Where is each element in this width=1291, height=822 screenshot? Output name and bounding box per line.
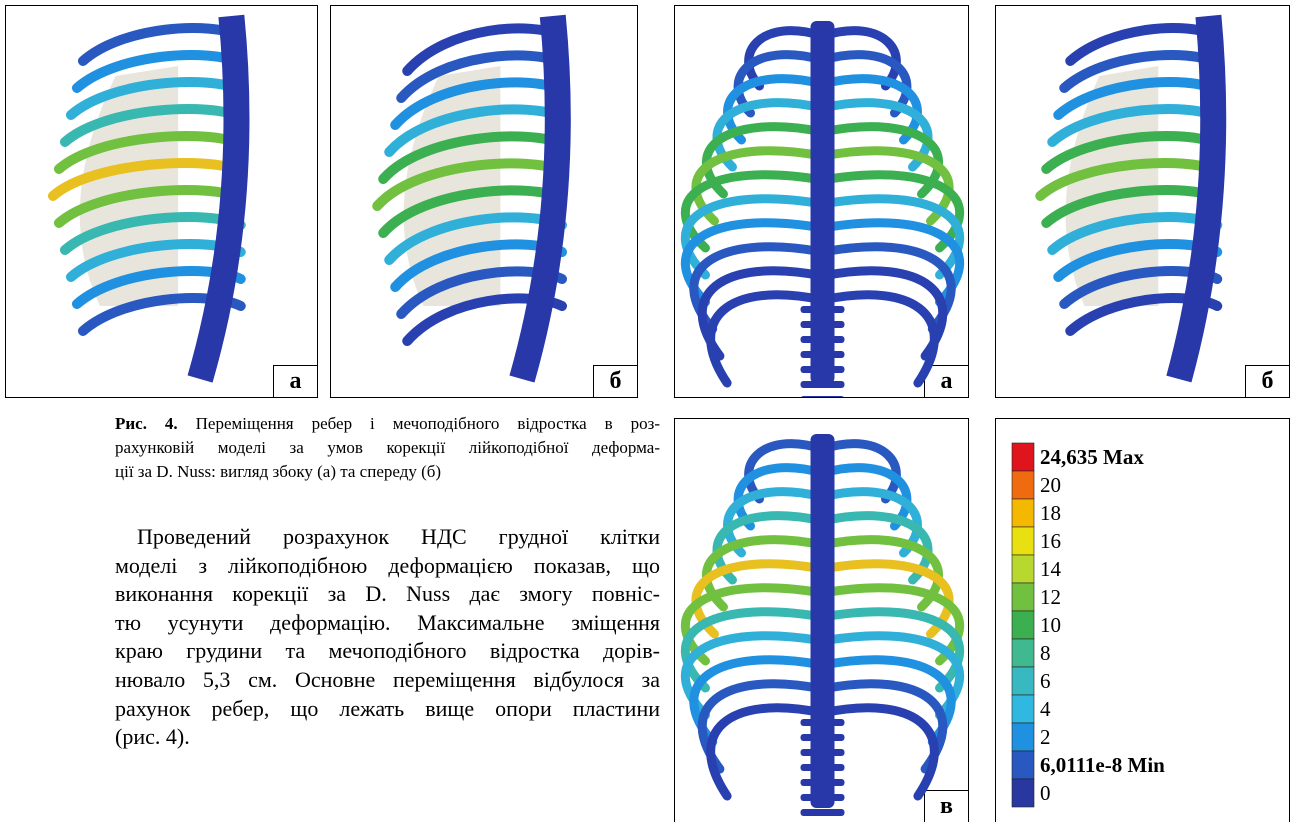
- legend-label: 24,635 Max: [1040, 443, 1144, 471]
- caption-text: Переміщення ребер і мечоподібного відрос…: [196, 414, 660, 433]
- vertebra: [801, 351, 845, 358]
- legend-swatch: [1012, 723, 1034, 751]
- legend-swatch: [1012, 639, 1034, 667]
- vertebra: [801, 321, 845, 328]
- rib-cage: [996, 6, 1290, 398]
- spine: [1179, 16, 1213, 379]
- paragraph-line: нювало 5,3 см. Основне переміщення відбу…: [115, 667, 660, 693]
- spine: [200, 16, 236, 379]
- vertebra: [801, 749, 845, 756]
- legend-swatch: [1012, 779, 1034, 807]
- vertebra: [801, 396, 845, 398]
- legend-swatch: [1012, 751, 1034, 779]
- legend-label: 2: [1040, 723, 1051, 751]
- caption-line: Рис. 4. Переміщення ребер і мечоподібног…: [115, 414, 660, 434]
- vertebra: [801, 336, 845, 343]
- caption-line: рахунковій моделі за умов корекції лійко…: [115, 438, 660, 458]
- legend-label: 6,0111e-8 Min: [1040, 751, 1165, 779]
- legend-label: 4: [1040, 695, 1051, 723]
- legend-label: 8: [1040, 639, 1051, 667]
- paragraph-line: рахунок ребер, що лежать вище опори плас…: [115, 696, 660, 722]
- legend-swatch: [1012, 695, 1034, 723]
- rib-cage: [675, 6, 969, 398]
- legend-label: 18: [1040, 499, 1061, 527]
- legend-label: 20: [1040, 471, 1061, 499]
- paragraph-line: тю усунути деформацію. Максимальне зміще…: [115, 610, 660, 636]
- vertebra: [801, 764, 845, 771]
- vertebra: [801, 794, 845, 801]
- paragraph-line: виконання корекції за D. Nuss дає змогу …: [115, 581, 660, 607]
- legend-label: 0: [1040, 779, 1051, 807]
- legend-swatch: [1012, 443, 1034, 471]
- figure-panel: б: [995, 5, 1290, 398]
- legend-label: 12: [1040, 583, 1061, 611]
- vertebra: [801, 734, 845, 741]
- rib: [407, 28, 562, 71]
- caption-line: ції за D. Nuss: вигляд збоку (а) та спер…: [115, 462, 660, 482]
- paragraph-line: краю грудини та мечоподібного відростка …: [115, 638, 660, 664]
- legend-swatch: [1012, 667, 1034, 695]
- legend-swatch: [1012, 555, 1034, 583]
- paragraph-line: Проведений розрахунок НДС грудної клітки: [137, 524, 660, 550]
- rib-cage: [675, 419, 969, 822]
- paragraph-line: (рис. 4).: [115, 724, 660, 750]
- caption-label: Рис. 4.: [115, 414, 178, 433]
- vertebra: [801, 306, 845, 313]
- paragraph-line: моделі з лійкоподібною деформацією показ…: [115, 553, 660, 579]
- legend-label: 6: [1040, 667, 1051, 695]
- figure-panel: а: [5, 5, 318, 398]
- vertebra: [801, 809, 845, 816]
- rib-cage: [331, 6, 638, 398]
- legend-swatch: [1012, 611, 1034, 639]
- spine: [522, 16, 558, 379]
- legend-swatch: [1012, 499, 1034, 527]
- figure-panel: в: [674, 418, 969, 822]
- spine: [811, 21, 835, 384]
- legend-label: 10: [1040, 611, 1061, 639]
- legend-label: 14: [1040, 555, 1061, 583]
- vertebra: [801, 381, 845, 388]
- legend-swatch: [1012, 583, 1034, 611]
- vertebra: [801, 779, 845, 786]
- legend-swatch: [1012, 471, 1034, 499]
- vertebra: [801, 719, 845, 726]
- legend-swatch: [1012, 527, 1034, 555]
- figure-panel: а: [674, 5, 969, 398]
- rib-cage: [6, 6, 318, 398]
- figure-panel: б: [330, 5, 638, 398]
- legend-label: 16: [1040, 527, 1061, 555]
- page: а б а б в 24,635 Max20181614121086426,01…: [0, 0, 1291, 822]
- vertebra: [801, 366, 845, 373]
